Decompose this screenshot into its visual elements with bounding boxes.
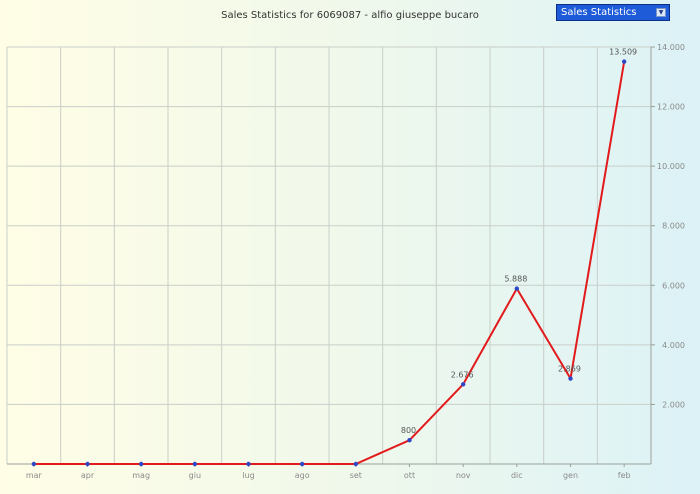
data-point — [353, 461, 359, 467]
x-tick-label: mar — [26, 471, 43, 480]
data-point — [514, 286, 520, 291]
x-tick-label: apr — [81, 471, 95, 480]
data-label: 2.676 — [451, 370, 474, 379]
data-point — [621, 59, 627, 64]
data-point — [31, 461, 37, 467]
data-label: 800 — [401, 426, 416, 435]
y-tick-label: 12.000 — [657, 103, 685, 112]
data-point — [192, 461, 198, 467]
chart-series — [31, 59, 627, 467]
x-tick-label: set — [350, 471, 362, 480]
data-point — [460, 382, 466, 387]
data-point — [246, 461, 251, 467]
data-label: 13.509 — [609, 48, 637, 57]
x-tick-label: dic — [511, 471, 523, 480]
data-point — [407, 437, 412, 443]
statistics-type-select[interactable]: Sales Statistics ▼ — [556, 4, 670, 21]
selected-statistics-label: Sales Statistics — [561, 7, 637, 18]
chart-grid — [6, 46, 652, 464]
y-tick-label: 6.000 — [662, 281, 685, 290]
x-tick-label: nov — [456, 471, 471, 480]
x-tick-label: gen — [563, 471, 578, 480]
chart-title: Sales Statistics for 6069087 - alfio giu… — [221, 10, 479, 21]
x-tick-label: feb — [618, 471, 631, 480]
data-label: 5.888 — [504, 275, 527, 284]
chart-labels: 800 2.676 5.888 2.869 13.509 — [401, 48, 637, 436]
y-tick-label: 14.000 — [657, 43, 685, 52]
chevron-down-icon[interactable]: ▼ — [656, 8, 666, 17]
sales-series-line — [33, 61, 626, 465]
data-point — [138, 461, 144, 467]
y-tick-label: 2.000 — [662, 400, 685, 409]
y-tick-label: 8.000 — [662, 222, 685, 231]
data-label: 2.869 — [558, 365, 581, 374]
chart-axes: 2.000 4.000 6.000 8.000 10.000 12.000 14.000 ma… — [7, 43, 685, 480]
data-point — [299, 461, 305, 467]
data-point — [568, 376, 573, 381]
x-tick-label: mag — [132, 471, 150, 480]
y-tick-label: 4.000 — [662, 341, 685, 350]
x-tick-label: giu — [189, 471, 201, 480]
x-tick-label: ago — [295, 471, 310, 480]
x-tick-label: lug — [242, 471, 254, 480]
data-point — [85, 461, 90, 467]
x-tick-label: ott — [404, 471, 415, 480]
y-tick-label: 10.000 — [657, 162, 685, 171]
